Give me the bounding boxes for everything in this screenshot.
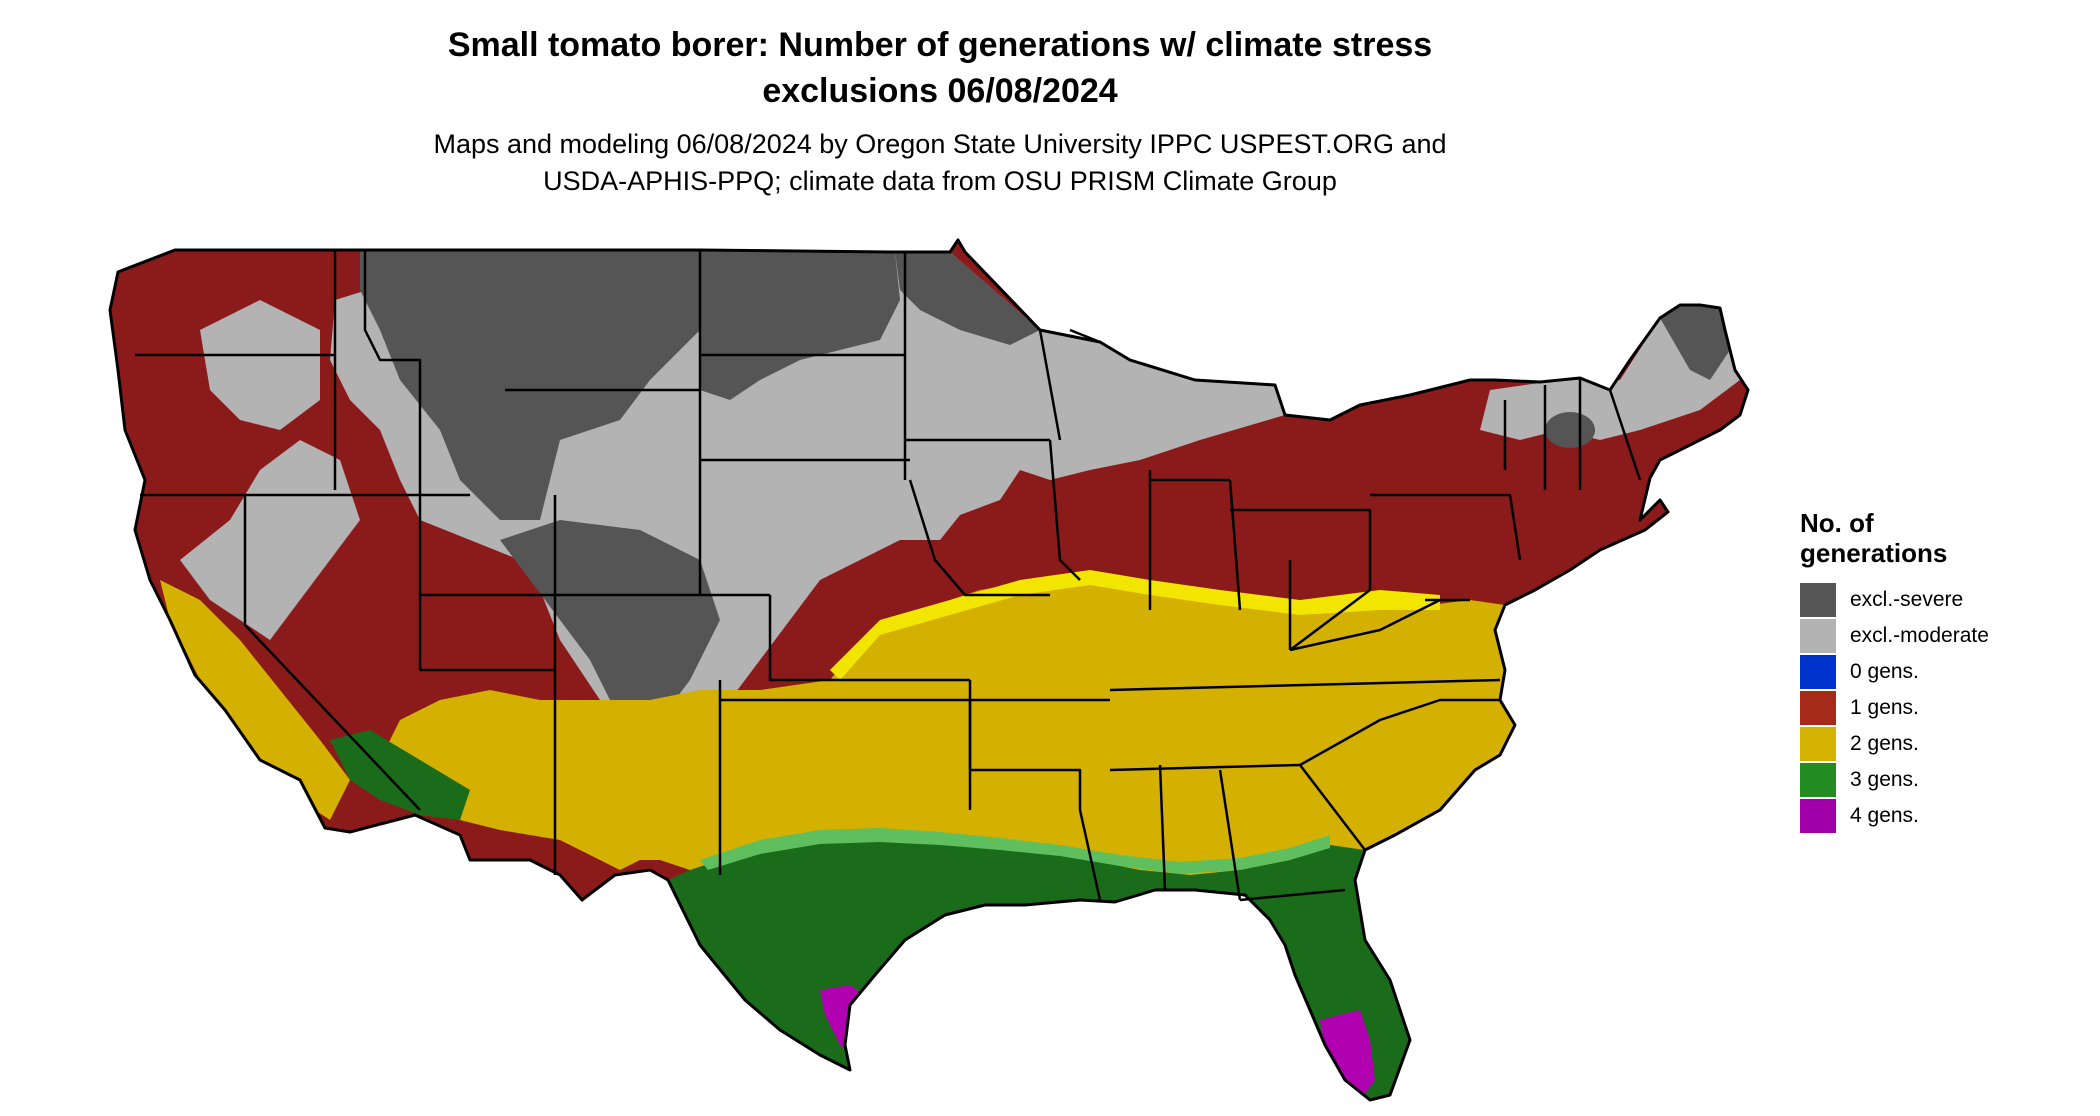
legend-item: excl.-moderate <box>1800 618 1989 654</box>
legend-item: 0 gens. <box>1800 654 1989 690</box>
legend-swatch <box>1800 583 1836 617</box>
zone-excl-severe-maine <box>1660 305 1730 380</box>
state-border <box>1109 763 1301 772</box>
state-border <box>970 768 1082 810</box>
zone-excl-moderate-great-basin <box>180 440 360 640</box>
legend-label: 0 gens. <box>1850 660 1919 683</box>
map-subtitle-line-1: Maps and modeling 06/08/2024 by Oregon S… <box>433 129 1447 159</box>
state-border <box>363 250 422 490</box>
state-border <box>1218 769 1242 901</box>
legend-swatch <box>1800 691 1836 725</box>
state-border <box>1230 508 1372 590</box>
legend-item: 1 gens. <box>1800 690 1989 726</box>
legend: No. of generations excl.-severe excl.-mod… <box>1800 508 1989 834</box>
country-outline <box>108 238 1750 1102</box>
legend-label: 2 gens. <box>1850 732 1919 755</box>
legend-item: 3 gens. <box>1800 762 1989 798</box>
legend-swatch <box>1800 763 1836 797</box>
legend-swatch <box>1800 619 1836 653</box>
legend-title-line-1: No. of <box>1800 508 1874 538</box>
zone-excl-severe-dakotas <box>700 250 900 400</box>
state-border <box>1069 328 1101 344</box>
state-borders <box>108 238 1750 1102</box>
legend-items: excl.-severe excl.-moderate 0 gens. 1 gens.… <box>1800 582 1989 834</box>
legend-item: 2 gens. <box>1800 726 1989 762</box>
state-border <box>768 595 970 682</box>
zone-excl-severe-rockies <box>360 250 700 520</box>
legend-swatch <box>1800 799 1836 833</box>
state-border <box>1048 439 1081 581</box>
state-border <box>1289 589 1371 651</box>
state-border <box>1038 329 1062 441</box>
legend-item: excl.-severe <box>1800 582 1989 618</box>
zone-2-gen <box>380 575 1515 885</box>
legend-title-line-2: generations <box>1800 538 1948 568</box>
state-border <box>1158 764 1167 891</box>
zone-excl-moderate-northwest <box>200 300 320 430</box>
zone-3-gen <box>668 835 1410 1100</box>
state-border <box>1370 493 1522 561</box>
zone-excl-severe-minnesota <box>895 252 1040 345</box>
zone-2-gen-margin <box>830 570 1440 680</box>
state-border <box>908 479 1050 597</box>
map-subtitle-line-2: USDA-APHIS-PPQ; climate data from OSU PR… <box>543 166 1337 196</box>
map-title-line-2: exclusions 06/08/2024 <box>762 72 1118 110</box>
zone-3-gen-margin <box>700 828 1330 874</box>
legend-label: excl.-moderate <box>1850 624 1989 647</box>
zone-2-gen-california <box>160 580 350 820</box>
state-border <box>1299 698 1500 767</box>
map-title-line-1: Small tomato borer: Number of generation… <box>447 26 1433 64</box>
state-border <box>1239 888 1346 902</box>
legend-label: 4 gens. <box>1850 804 1919 827</box>
zone-4-gen-florida <box>1320 1010 1375 1100</box>
title-block: Small tomato borer: Number of generation… <box>0 22 1880 200</box>
state-border <box>1228 479 1242 611</box>
state-border <box>1289 598 1441 652</box>
zone-excl-severe-adirondacks <box>1545 412 1595 448</box>
state-border <box>1078 809 1102 901</box>
state-border <box>1608 389 1642 481</box>
legend-label: 1 gens. <box>1850 696 1919 719</box>
legend-label: 3 gens. <box>1850 768 1919 791</box>
state-border <box>243 495 421 811</box>
legend-swatch <box>1800 655 1836 689</box>
legend-label: excl.-severe <box>1850 588 1964 611</box>
legend-swatch <box>1800 727 1836 761</box>
legend-item: 4 gens. <box>1800 798 1989 834</box>
state-border <box>1109 678 1501 692</box>
state-border <box>1299 764 1366 851</box>
